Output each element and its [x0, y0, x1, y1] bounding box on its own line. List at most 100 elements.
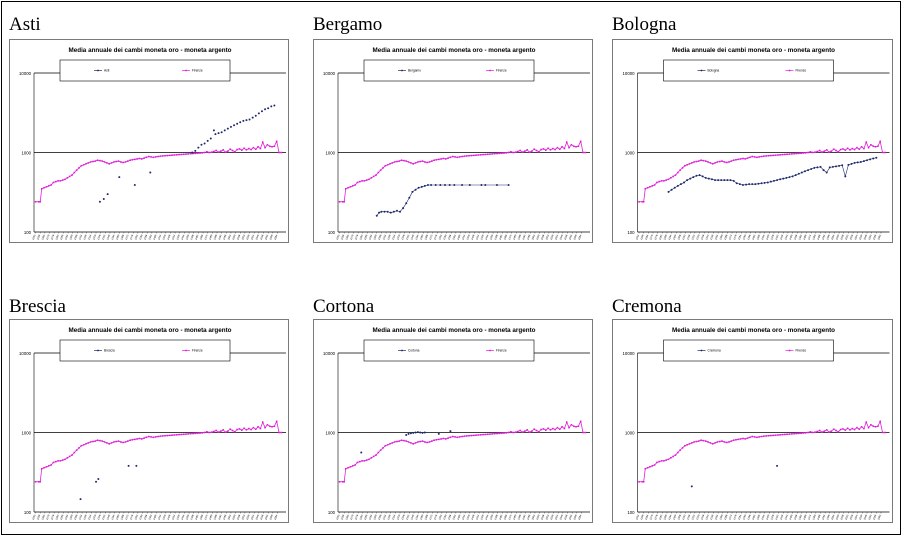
- data-point-firenze: [154, 156, 157, 158]
- x-tick-label: 1516: [541, 234, 546, 241]
- data-point-firenze: [341, 200, 344, 203]
- x-tick-label: 1336: [97, 234, 102, 241]
- data-point-firenze: [257, 425, 259, 428]
- data-point-city: [791, 175, 794, 178]
- data-point-city: [409, 432, 412, 435]
- data-point-firenze: [858, 428, 861, 431]
- data-point-firenze: [688, 443, 691, 445]
- x-tick-label: 1396: [144, 234, 149, 241]
- data-point-firenze: [59, 180, 62, 182]
- x-tick-label: 1474: [508, 514, 513, 521]
- data-point-firenze: [398, 440, 401, 442]
- data-point-firenze: [549, 429, 552, 431]
- x-tick-label: 1444: [181, 514, 186, 521]
- data-point-firenze: [164, 434, 166, 437]
- data-point-firenze: [672, 455, 674, 458]
- data-point-firenze: [484, 153, 487, 156]
- x-tick-label: 1534: [251, 234, 256, 241]
- legend-box: [59, 339, 231, 362]
- x-tick-label: 1294: [668, 514, 673, 521]
- data-point-firenze: [108, 443, 111, 445]
- legend-marker: [97, 69, 99, 72]
- data-point-firenze: [828, 431, 830, 433]
- data-point-firenze: [667, 178, 670, 181]
- data-point-firenze: [361, 460, 363, 462]
- chart-panel: Media annuale dei cambi moneta oro - mon…: [9, 319, 289, 523]
- data-point-firenze: [50, 184, 52, 186]
- data-point-firenze: [220, 430, 222, 432]
- data-point-firenze: [496, 152, 498, 155]
- data-point-firenze: [663, 180, 665, 182]
- data-point-city: [383, 210, 386, 213]
- data-point-firenze: [412, 443, 415, 445]
- data-point-firenze: [570, 423, 573, 426]
- y-tick-label: 10000: [323, 351, 336, 356]
- data-point-city: [421, 431, 424, 434]
- data-point-city: [375, 214, 378, 217]
- data-point-city: [670, 188, 673, 191]
- x-tick-label: 1306: [677, 514, 682, 521]
- data-point-firenze: [879, 140, 881, 143]
- x-tick-label: 1294: [368, 514, 373, 521]
- data-point-firenze: [786, 153, 788, 156]
- x-tick-label: 1528: [550, 514, 555, 521]
- data-point-city: [726, 179, 729, 182]
- data-point-firenze: [361, 180, 363, 182]
- data-point-city: [267, 107, 270, 110]
- data-point-firenze: [344, 187, 347, 190]
- data-point-firenze: [444, 438, 447, 440]
- x-tick-label: 1354: [111, 514, 116, 521]
- data-point-firenze: [182, 433, 185, 436]
- data-point-firenze: [514, 151, 517, 153]
- data-point-firenze: [129, 439, 131, 442]
- city-label: Brescia: [9, 296, 66, 317]
- data-point-firenze: [372, 455, 375, 458]
- chart-title: Media annuale dei cambi moneta oro - mon…: [68, 47, 231, 54]
- chart-title: Media annuale dei cambi moneta oro - mon…: [372, 47, 535, 54]
- legend-label: Asti: [104, 69, 110, 73]
- x-tick-label: 1486: [817, 234, 822, 241]
- data-point-firenze: [140, 438, 143, 440]
- data-point-firenze: [405, 440, 408, 442]
- data-point-firenze: [695, 160, 698, 163]
- data-point-city: [264, 108, 267, 111]
- data-point-firenze: [542, 428, 545, 430]
- data-point-firenze: [393, 161, 396, 163]
- x-tick-label: 1432: [475, 514, 480, 521]
- data-point-firenze: [816, 150, 819, 153]
- x-tick-label: 1264: [41, 234, 46, 241]
- data-point-firenze: [856, 146, 858, 149]
- data-point-firenze: [514, 431, 517, 433]
- data-point-city: [676, 184, 679, 187]
- x-tick-label: 1564: [578, 234, 583, 241]
- x-tick-label: 1492: [821, 234, 826, 241]
- data-point-firenze: [572, 425, 575, 428]
- data-point-firenze: [512, 151, 515, 154]
- data-point-firenze: [524, 430, 526, 432]
- data-point-city: [841, 164, 844, 167]
- data-point-firenze: [670, 177, 672, 179]
- x-tick-label: 1378: [733, 234, 738, 241]
- data-point-firenze: [236, 428, 238, 431]
- x-tick-label: 1354: [415, 234, 420, 241]
- x-tick-label: 1282: [55, 234, 60, 241]
- data-point-firenze: [245, 429, 248, 431]
- x-tick-label: 1300: [673, 234, 678, 241]
- data-point-firenze: [271, 145, 273, 148]
- data-point-city: [378, 211, 381, 214]
- x-tick-label: 1444: [784, 234, 789, 241]
- x-tick-label: 1312: [78, 514, 83, 521]
- x-tick-label: 1516: [237, 514, 242, 521]
- data-point-firenze: [250, 428, 252, 431]
- data-point-firenze: [479, 434, 482, 436]
- data-point-firenze: [784, 153, 786, 156]
- x-tick-label: 1390: [139, 514, 144, 521]
- data-point-firenze: [454, 436, 456, 438]
- data-point-firenze: [435, 438, 438, 441]
- data-point-firenze: [570, 143, 573, 146]
- legend-marker: [489, 69, 491, 72]
- x-tick-label: 1438: [480, 514, 485, 521]
- data-point-firenze: [150, 156, 152, 158]
- data-point-firenze: [389, 443, 391, 445]
- data-point-firenze: [758, 156, 761, 158]
